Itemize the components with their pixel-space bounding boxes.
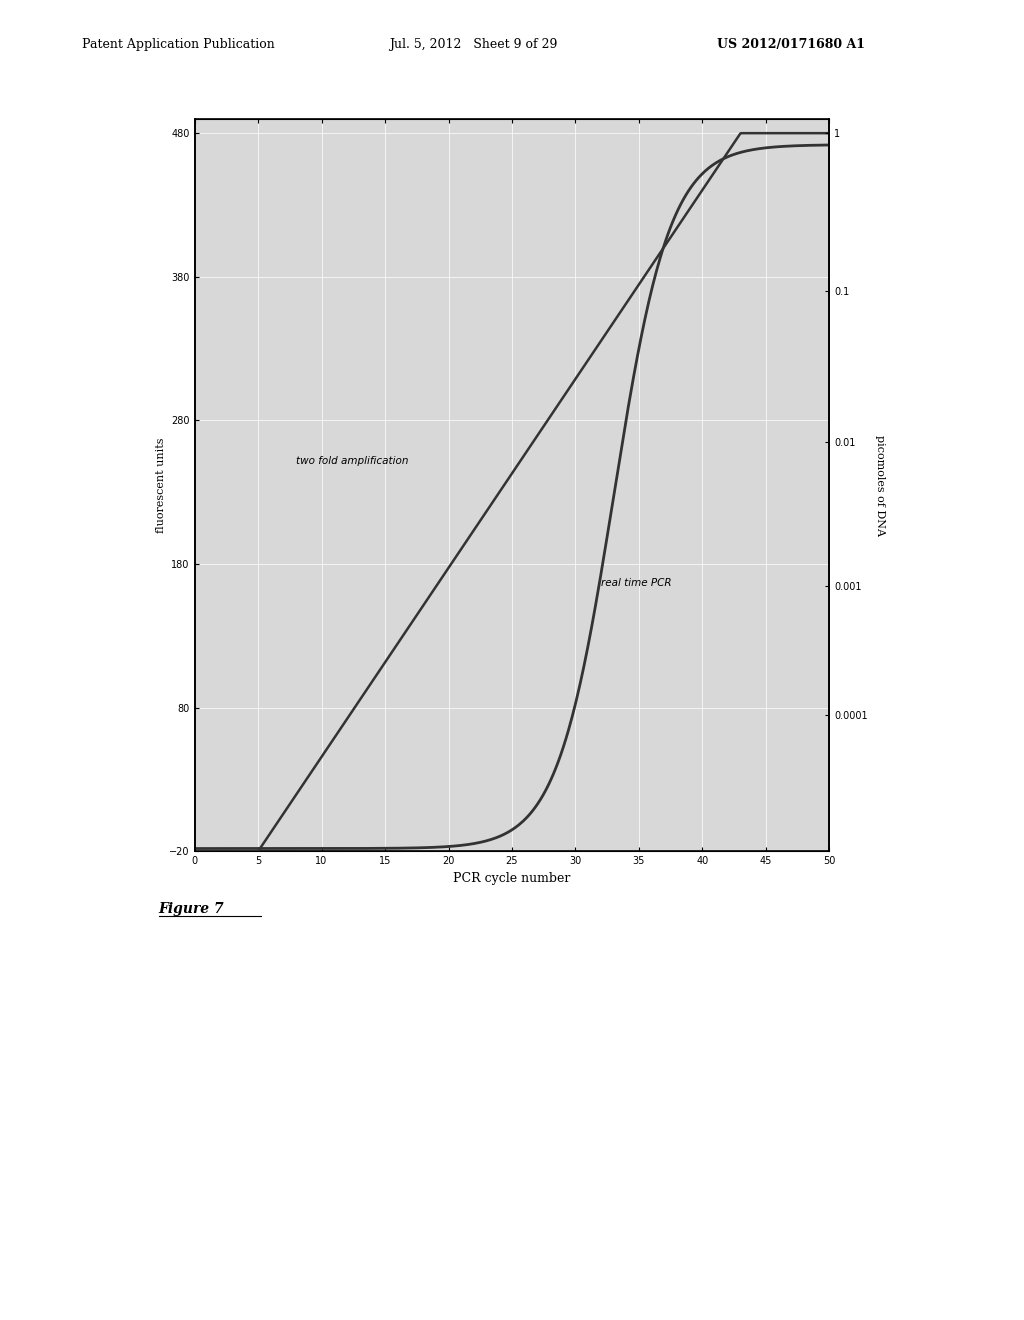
Text: Figure 7: Figure 7 bbox=[159, 903, 224, 916]
Text: Patent Application Publication: Patent Application Publication bbox=[82, 37, 274, 50]
Text: real time PCR: real time PCR bbox=[601, 578, 672, 587]
Y-axis label: fluorescent units: fluorescent units bbox=[157, 437, 167, 533]
Y-axis label: picomoles of DNA: picomoles of DNA bbox=[874, 434, 885, 536]
Text: US 2012/0171680 A1: US 2012/0171680 A1 bbox=[717, 37, 865, 50]
Text: two fold amplification: two fold amplification bbox=[296, 455, 409, 466]
Text: Jul. 5, 2012   Sheet 9 of 29: Jul. 5, 2012 Sheet 9 of 29 bbox=[389, 37, 557, 50]
X-axis label: PCR cycle number: PCR cycle number bbox=[454, 871, 570, 884]
